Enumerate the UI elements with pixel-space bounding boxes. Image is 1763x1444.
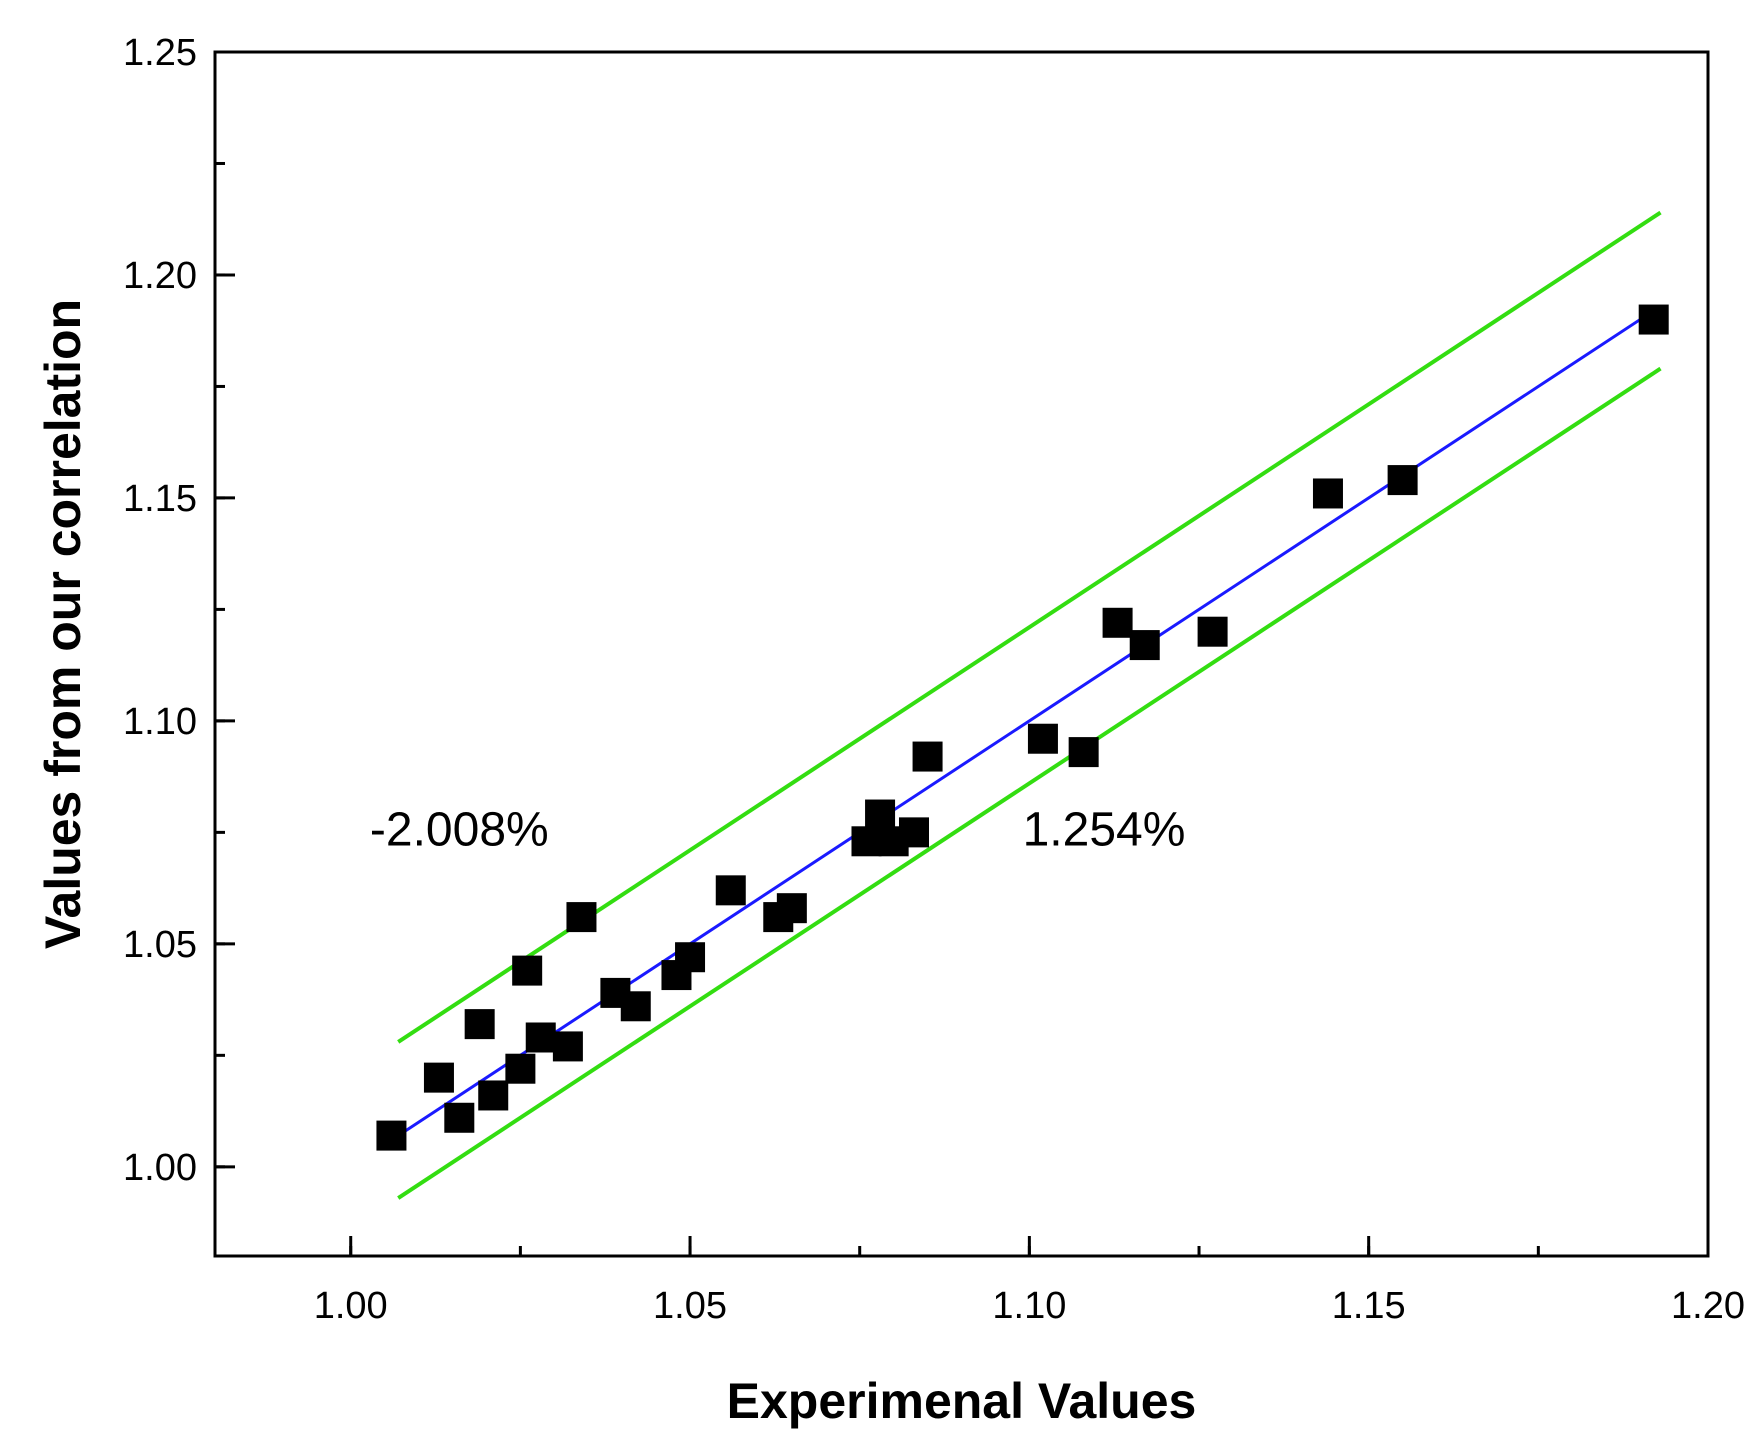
annotation-label: 1.254% — [1023, 804, 1186, 857]
plot-frame — [213, 50, 1710, 1258]
data-points — [376, 304, 1669, 1151]
y-tick-label: 1.00 — [123, 1147, 197, 1189]
data-point — [464, 1009, 495, 1040]
data-point — [1102, 607, 1133, 638]
x-tick-label: 1.00 — [314, 1285, 388, 1327]
x-tick-label: 1.15 — [1332, 1285, 1406, 1327]
data-point — [505, 1053, 536, 1084]
upper-bound-line — [397, 210, 1662, 1044]
data-point — [898, 817, 929, 848]
y-axis-title: Values from our correlation — [35, 299, 91, 949]
data-point — [566, 902, 597, 933]
x-axis-title: Experimenal Values — [727, 1373, 1197, 1429]
x-tick-label: 1.10 — [992, 1285, 1066, 1327]
data-point — [512, 955, 543, 986]
data-point — [912, 741, 943, 772]
fit-line — [397, 304, 1662, 1137]
y-tick-label: 1.05 — [123, 924, 197, 966]
data-point — [1312, 478, 1343, 509]
data-point — [1387, 465, 1418, 496]
y-tick-label: 1.15 — [123, 478, 197, 520]
annotation-label: -2.008% — [370, 804, 549, 857]
data-point — [444, 1102, 475, 1133]
data-point — [423, 1062, 454, 1093]
data-point — [1638, 304, 1669, 335]
x-tick-label: 1.05 — [653, 1285, 727, 1327]
y-tick-label: 1.25 — [123, 32, 197, 74]
data-point — [525, 1022, 556, 1053]
y-tick-label: 1.20 — [123, 255, 197, 297]
data-point — [1197, 616, 1228, 647]
lower-bound-line — [397, 366, 1662, 1200]
data-point — [675, 942, 706, 973]
annotations: -2.008% 1.254% — [370, 804, 1185, 857]
data-point — [1129, 630, 1160, 661]
data-point — [620, 991, 651, 1022]
data-point — [776, 893, 807, 924]
data-point — [715, 875, 746, 906]
data-point — [552, 1031, 583, 1062]
data-point — [478, 1080, 509, 1111]
data-point — [1068, 737, 1099, 768]
data-point — [865, 799, 896, 830]
fit-lines — [397, 210, 1662, 1200]
x-tick-label: 1.20 — [1671, 1285, 1745, 1327]
data-point — [1027, 723, 1058, 754]
data-point — [851, 826, 882, 857]
data-point — [376, 1120, 407, 1151]
tick-labels: 1.00 1.05 1.10 1.15 1.20 1.00 1.05 1.10 1.15 1.20… — [123, 32, 1745, 1327]
y-tick-label: 1.10 — [123, 701, 197, 743]
